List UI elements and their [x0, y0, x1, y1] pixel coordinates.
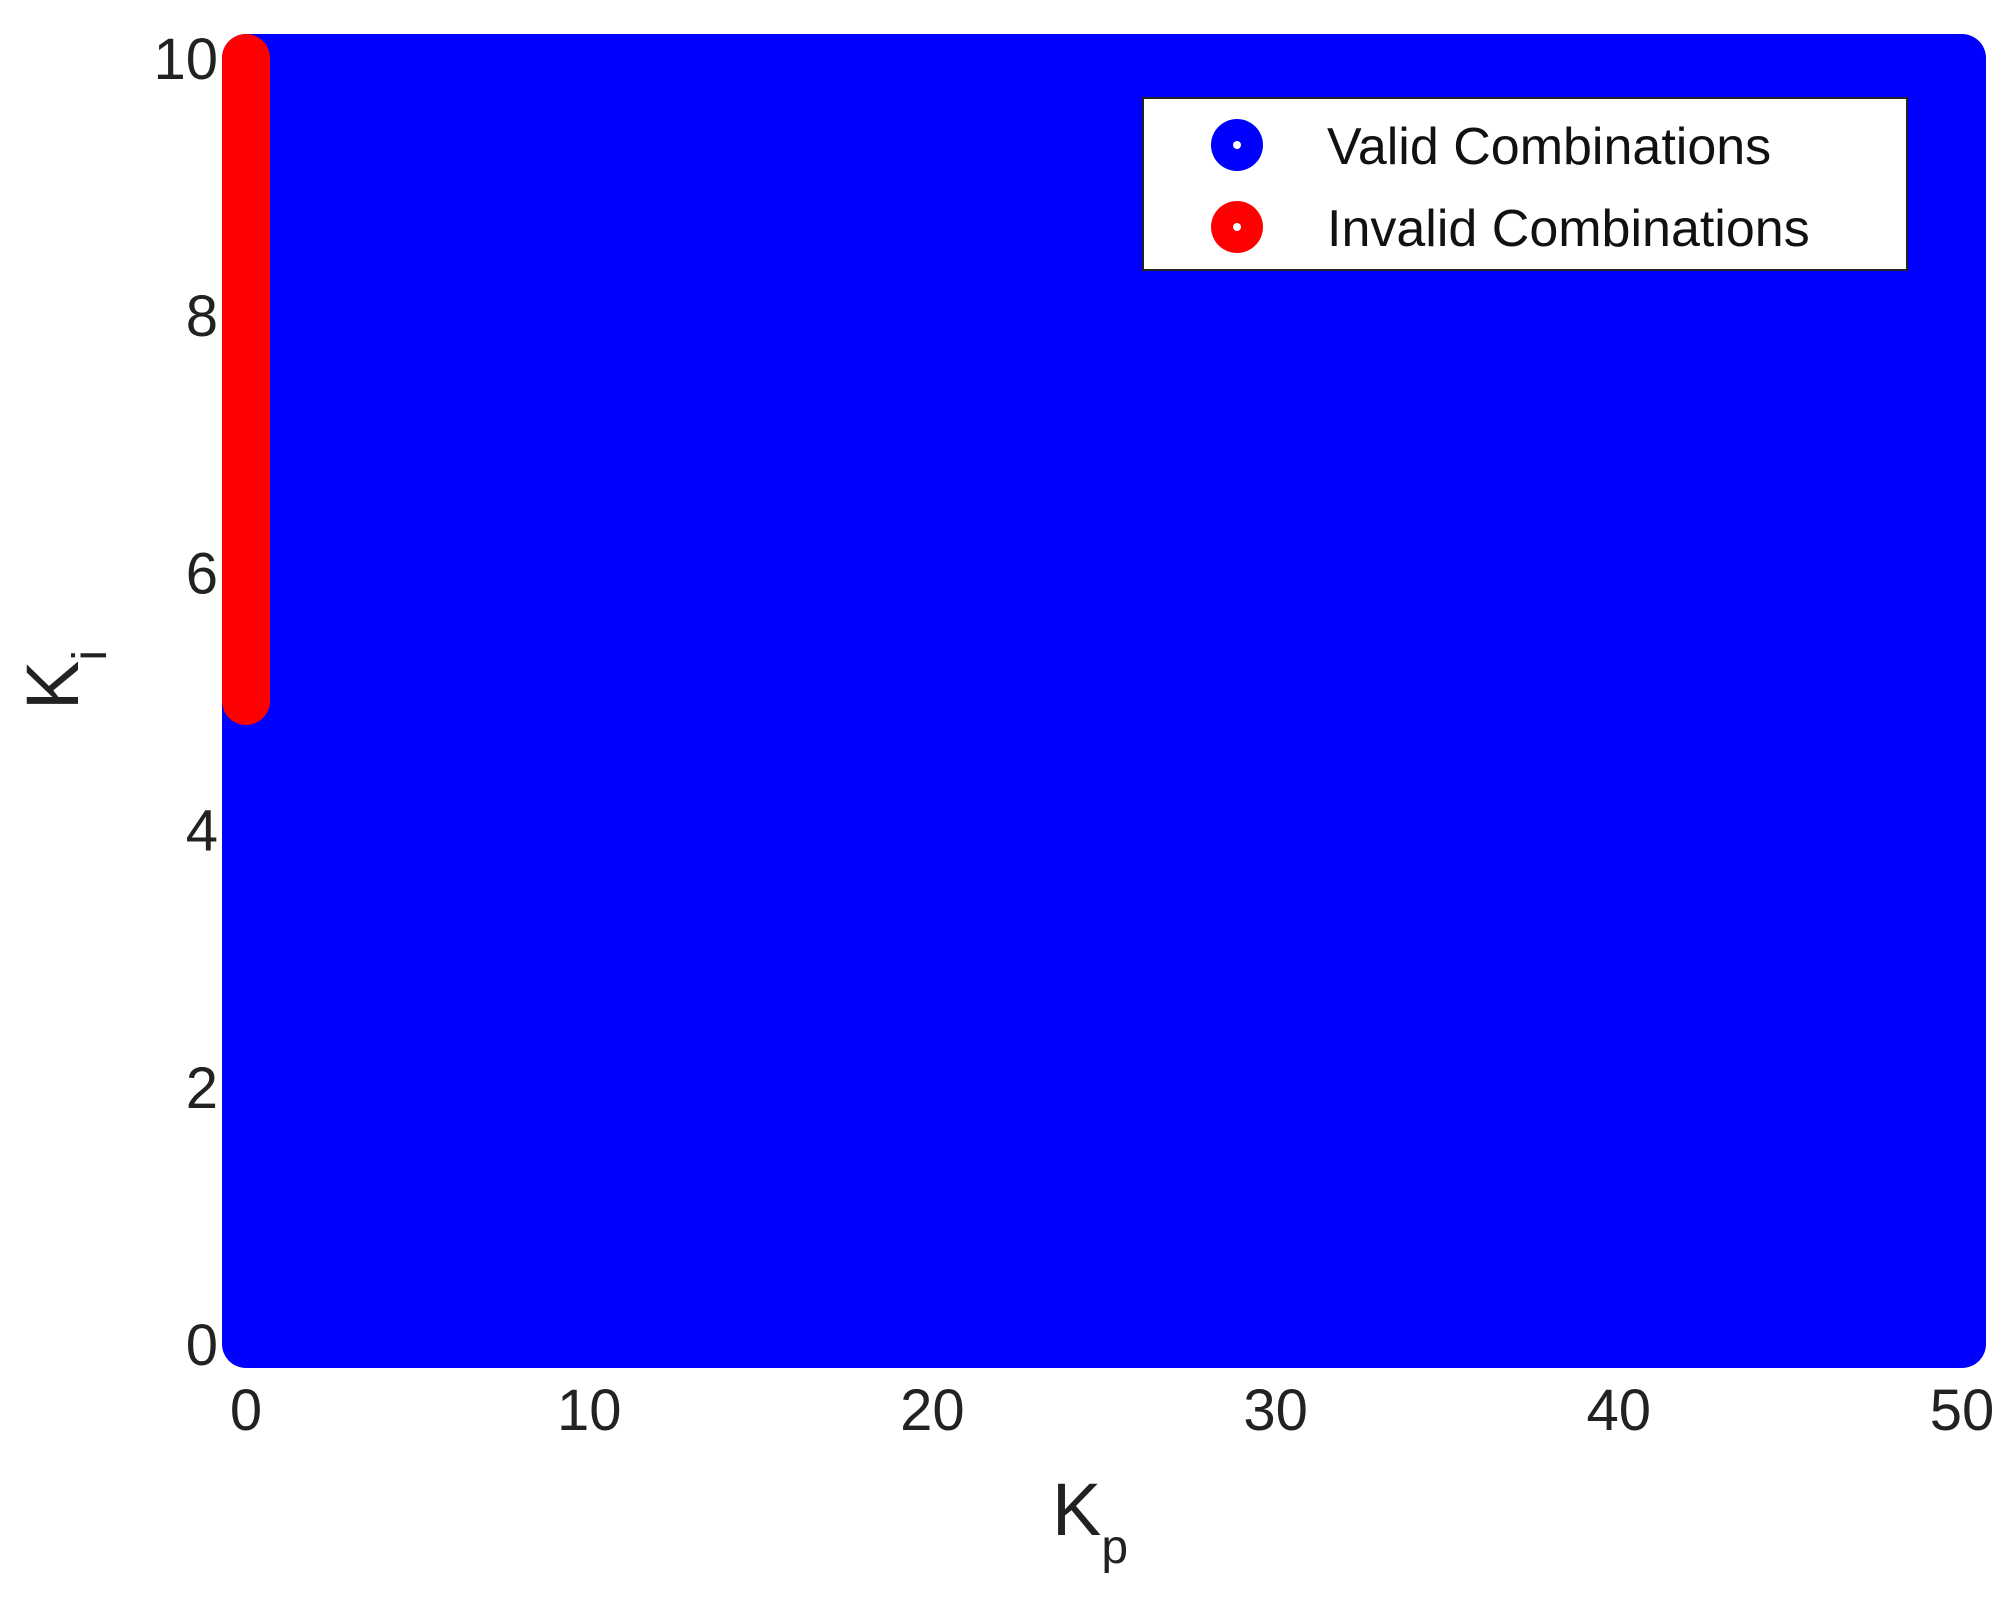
y-axis-label: Ki [11, 650, 117, 710]
y-tick-label: 4 [186, 799, 218, 864]
legend-label-valid: Valid Combinations [1327, 118, 1771, 176]
y-tick-label: 10 [153, 27, 218, 92]
invalid-combinations-region [222, 34, 270, 725]
valid-combinations-region [222, 34, 1986, 1368]
y-tick-label: 8 [186, 284, 218, 349]
y-axis-label-main: K [11, 661, 94, 710]
legend-box [1142, 97, 1908, 271]
x-axis-ticks: 0 10 20 30 40 50 [230, 1378, 1994, 1443]
legend-label-invalid: Invalid Combinations [1327, 200, 1810, 258]
y-axis-label-subscript: i [64, 650, 117, 661]
x-axis-label-subscript: p [1101, 1521, 1128, 1574]
x-tick-label: 50 [1930, 1378, 1995, 1443]
legend-item-valid: Valid Combinations [1211, 118, 1771, 176]
x-tick-label: 20 [900, 1378, 965, 1443]
y-tick-label: 0 [186, 1313, 218, 1378]
y-tick-label: 6 [186, 541, 218, 606]
legend: Valid Combinations Invalid Combinations [1142, 97, 1908, 271]
x-tick-label: 30 [1243, 1378, 1308, 1443]
x-axis-label-main: K [1052, 1468, 1101, 1551]
legend-marker-valid-dot [1233, 141, 1241, 149]
x-tick-label: 0 [230, 1378, 262, 1443]
x-tick-label: 10 [557, 1378, 622, 1443]
legend-item-invalid: Invalid Combinations [1211, 200, 1810, 258]
plot-area [222, 34, 1986, 1368]
legend-marker-invalid-dot [1233, 223, 1241, 231]
x-tick-label: 40 [1587, 1378, 1652, 1443]
x-axis-label: Kp [1052, 1468, 1128, 1574]
y-axis-ticks: 0 2 4 6 8 10 [153, 27, 218, 1378]
y-tick-label: 2 [186, 1056, 218, 1121]
